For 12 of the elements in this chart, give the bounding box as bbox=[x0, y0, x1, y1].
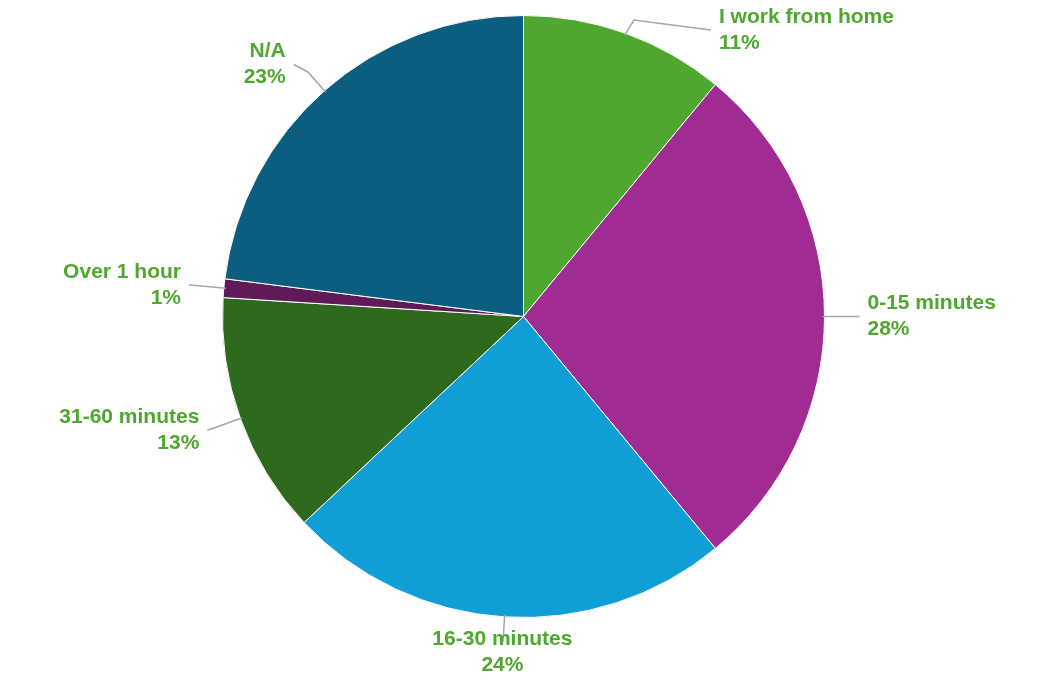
slice-label: Over 1 hour bbox=[63, 258, 181, 282]
data-label: 1% bbox=[150, 284, 182, 308]
data-label: 23% bbox=[243, 64, 287, 88]
slice-label: I work from home bbox=[718, 3, 894, 27]
slice-label: 0-15 minutes bbox=[867, 290, 996, 314]
data-label: 11% bbox=[718, 29, 761, 53]
data-label: 13% bbox=[157, 430, 200, 454]
data-label: 28% bbox=[867, 316, 910, 340]
data-label: 24% bbox=[481, 651, 524, 675]
slice-label: 31-60 minutes bbox=[59, 404, 200, 428]
slice-label: N/A bbox=[249, 38, 286, 62]
slice-label: 16-30 minutes bbox=[432, 625, 573, 649]
